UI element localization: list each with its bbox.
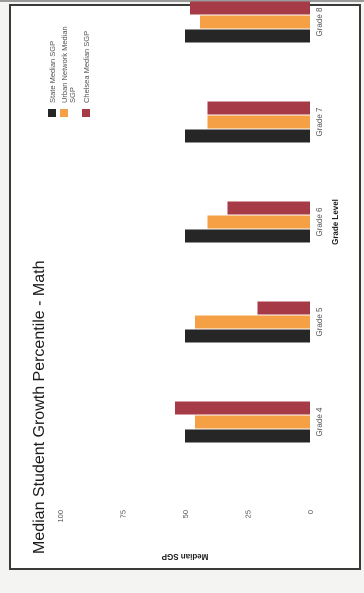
y-tick-label: 25 [244, 510, 253, 518]
chart-title: Median Student Growth Percentile - Math [31, 261, 48, 554]
legend-label-line: SGP [68, 87, 77, 103]
x-tick-label: Grade 5 [315, 307, 324, 336]
y-axis-label: Median SGP [161, 552, 208, 561]
legend-label-line: State Median SGP [48, 41, 57, 103]
y-tick-label: 100 [56, 510, 65, 523]
bar-1-4 [200, 15, 310, 29]
y-tick-label: 0 [306, 510, 315, 514]
bar-0-3 [185, 129, 310, 143]
y-tick-label: 50 [181, 510, 190, 518]
legend-label-2: Chelsea Median SGP [82, 31, 91, 103]
x-tick-labels: Grade 4 Grade 5 Grade 6 Grade 7 Grade 8 [315, 7, 324, 436]
legend-swatch-0 [48, 109, 56, 117]
bar-0-4 [185, 29, 310, 43]
x-axis-label: Grade Level [331, 199, 340, 245]
bar-1-0 [195, 415, 310, 429]
page-top-rule [0, 0, 364, 2]
legend-label-1: Urban Network MedianSGP [60, 26, 77, 103]
bar-0-0 [185, 429, 310, 443]
legend: State Median SGP Urban Network MedianSGP C… [48, 26, 91, 117]
legend-label-0: State Median SGP [48, 41, 57, 103]
y-tick-labels: 0 25 50 75 100 [56, 510, 315, 523]
bar-1-3 [207, 115, 310, 129]
bar-2-2 [227, 201, 310, 215]
legend-swatch-2 [82, 109, 90, 117]
bar-1-2 [207, 215, 310, 229]
bar-0-2 [185, 229, 310, 243]
bar-2-0 [175, 401, 310, 415]
x-tick-label: Grade 7 [315, 107, 324, 136]
bar-0-1 [185, 329, 310, 343]
plot-area: Median Student Growth Percentile - Math … [31, 1, 340, 561]
bar-2-4 [190, 1, 310, 15]
bar-1-1 [195, 315, 310, 329]
legend-label-line: Urban Network Median [60, 26, 69, 103]
x-tick-label: Grade 4 [315, 407, 324, 436]
bar-2-1 [257, 301, 310, 315]
x-tick-label: Grade 6 [315, 207, 324, 236]
bars [175, 1, 310, 443]
bar-2-3 [207, 101, 310, 115]
y-tick-label: 75 [119, 510, 128, 518]
x-tick-label: Grade 8 [315, 7, 324, 36]
legend-label-line: Chelsea Median SGP [82, 31, 91, 103]
chart-frame [9, 4, 361, 570]
legend-swatch-1 [60, 109, 68, 117]
